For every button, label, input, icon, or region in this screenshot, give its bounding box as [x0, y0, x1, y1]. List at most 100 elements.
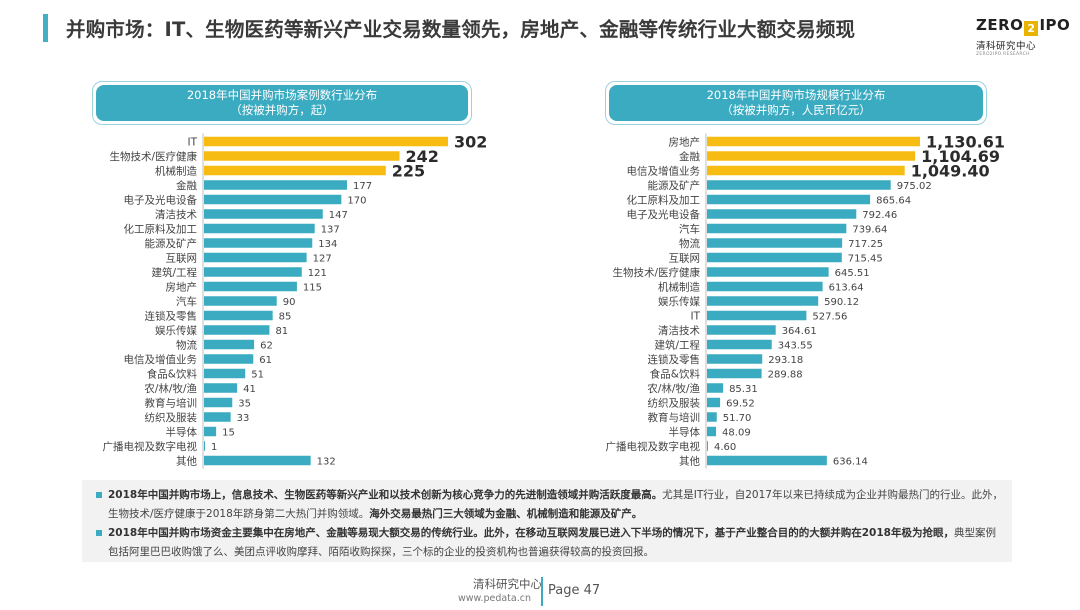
- value-label: 147: [329, 210, 348, 221]
- bar: [204, 238, 313, 248]
- category-label: IT: [187, 137, 197, 149]
- category-label: 电子及光电设备: [627, 208, 701, 221]
- value-label: 1,049.40: [911, 162, 990, 181]
- category-label: 连锁及零售: [648, 353, 701, 366]
- note-2-text: 典型案例包括阿里巴巴收购饿了么、美团点评收购摩拜、陌陌收购探探，三个标的企业的投…: [108, 527, 996, 558]
- category-label: 其他: [176, 455, 197, 468]
- right-chart-header-fill: 2018年中国并购市场规模行业分布 （按被并购方，人民币亿元）: [609, 85, 983, 121]
- bar: [707, 238, 843, 248]
- category-label: 机械制造: [658, 281, 700, 294]
- value-label: 134: [318, 239, 337, 250]
- zero2ipo-logo: ZERO 2 IPO 清科研究中心 ZERO2IPO RESEARCH: [976, 16, 1070, 57]
- value-label: 85.31: [729, 384, 758, 395]
- category-label: 其他: [679, 455, 700, 468]
- category-label: 教育与培训: [648, 411, 701, 424]
- bar: [707, 194, 871, 205]
- bar: [707, 339, 772, 350]
- bar: [204, 383, 238, 393]
- category-label: 农/林/牧/渔: [647, 382, 700, 395]
- bar: [707, 412, 717, 422]
- note-item-1: 2018年中国并购市场上，信息技术、生物医药等新兴产业和以技术创新为核心竞争力的…: [96, 486, 1004, 524]
- logo-text-right: IPO: [1039, 16, 1071, 34]
- category-label: 纺织及服装: [648, 397, 701, 410]
- category-label: 互联网: [669, 253, 701, 265]
- value-label: 121: [308, 268, 327, 279]
- value-label: 177: [353, 181, 372, 192]
- category-label: 娱乐传媒: [658, 295, 700, 308]
- category-label: 清洁技术: [155, 208, 197, 221]
- notes-panel: 2018年中国并购市场上，信息技术、生物医药等新兴产业和以技术创新为核心竞争力的…: [82, 480, 1012, 562]
- bar: [707, 354, 763, 364]
- category-label: 物流: [679, 237, 700, 250]
- left-chart-header-fill: 2018年中国并购市场案例数行业分布 （按被并购方，起）: [96, 85, 468, 121]
- bar: [204, 296, 277, 306]
- left-chart-title: 2018年中国并购市场案例数行业分布: [186, 88, 378, 102]
- bar: [707, 426, 717, 437]
- page-number: Page 47: [548, 583, 601, 598]
- right-bar-chart: 房地产 1,130.61 金融 1,104.69 电信及增值业务 1,049.40 能源及矿…: [606, 133, 1005, 469]
- bar: [204, 267, 302, 277]
- value-label: 51.70: [723, 413, 752, 424]
- bar: [204, 426, 217, 437]
- value-label: 792.46: [862, 210, 897, 221]
- bar: [204, 136, 448, 147]
- value-label: 590.12: [824, 297, 859, 308]
- value-label: 35: [238, 399, 251, 410]
- value-label: 1,104.69: [921, 147, 1000, 166]
- category-label: 金融: [176, 179, 197, 192]
- value-label: 69.52: [726, 399, 755, 410]
- bar: [204, 325, 270, 335]
- value-label: 613.64: [829, 283, 864, 294]
- bar: [204, 368, 246, 379]
- footer-org: 清科研究中心: [473, 577, 542, 591]
- value-label: 81: [275, 326, 288, 337]
- category-label: 半导体: [166, 426, 198, 439]
- right-chart-header: 2018年中国并购市场规模行业分布 （按被并购方，人民币亿元）: [605, 81, 987, 125]
- value-label: 527.56: [812, 312, 847, 323]
- bar: [707, 310, 807, 321]
- bar: [204, 223, 315, 234]
- value-label: 293.18: [768, 355, 803, 366]
- category-label: 电信及增值业务: [627, 165, 701, 178]
- bar: [204, 209, 323, 219]
- bar: [204, 441, 205, 451]
- category-label: 广播电视及数字电视: [606, 440, 701, 453]
- category-label: 生物技术/医疗健康: [612, 266, 700, 279]
- bar: [707, 151, 916, 161]
- left-chart-subtitle: （按被并购方，起）: [230, 103, 334, 117]
- bar: [204, 252, 307, 263]
- category-label: IT: [690, 311, 700, 323]
- note-bullet-icon: [96, 492, 102, 498]
- bar: [707, 281, 823, 292]
- title-bar: 并购市场：IT、生物医药等新兴产业交易数量领先，房地产、金融等传统行业大额交易频…: [0, 0, 1080, 58]
- bar: [707, 267, 829, 277]
- value-label: 85: [279, 312, 292, 323]
- note-2-bold: 2018年中国并购市场资金主要集中在房地产、金融等易现大额交易的传统行业。此外，…: [108, 527, 954, 539]
- category-label: 房地产: [166, 281, 198, 294]
- category-label: 电信及增值业务: [124, 353, 198, 366]
- category-label: 娱乐传媒: [155, 324, 197, 337]
- bar: [204, 194, 342, 205]
- bar: [707, 252, 842, 263]
- value-label: 62: [260, 341, 273, 352]
- value-label: 115: [303, 283, 322, 294]
- category-label: 教育与培训: [145, 397, 198, 410]
- value-label: 4.60: [714, 442, 736, 453]
- note-bullet-icon: [96, 530, 102, 536]
- value-label: 865.64: [876, 196, 911, 207]
- category-label: 建筑/工程: [654, 339, 700, 352]
- value-label: 127: [313, 254, 332, 265]
- value-label: 289.88: [768, 370, 803, 381]
- bar: [204, 281, 297, 292]
- left-bar-chart: IT 302 生物技术/医疗健康 242 机械制造 225 金融 177 电子及光电设备 170 清…: [103, 133, 487, 469]
- logo-cn: 清科研究中心: [976, 41, 1037, 52]
- bar: [204, 339, 255, 350]
- bar: [707, 209, 857, 219]
- category-label: 生物技术/医疗健康: [109, 150, 197, 163]
- value-label: 137: [321, 225, 340, 236]
- value-label: 636.14: [833, 457, 868, 468]
- bar: [204, 310, 273, 321]
- bar: [204, 165, 386, 176]
- category-label: 能源及矿产: [145, 237, 198, 250]
- value-label: 225: [392, 162, 425, 181]
